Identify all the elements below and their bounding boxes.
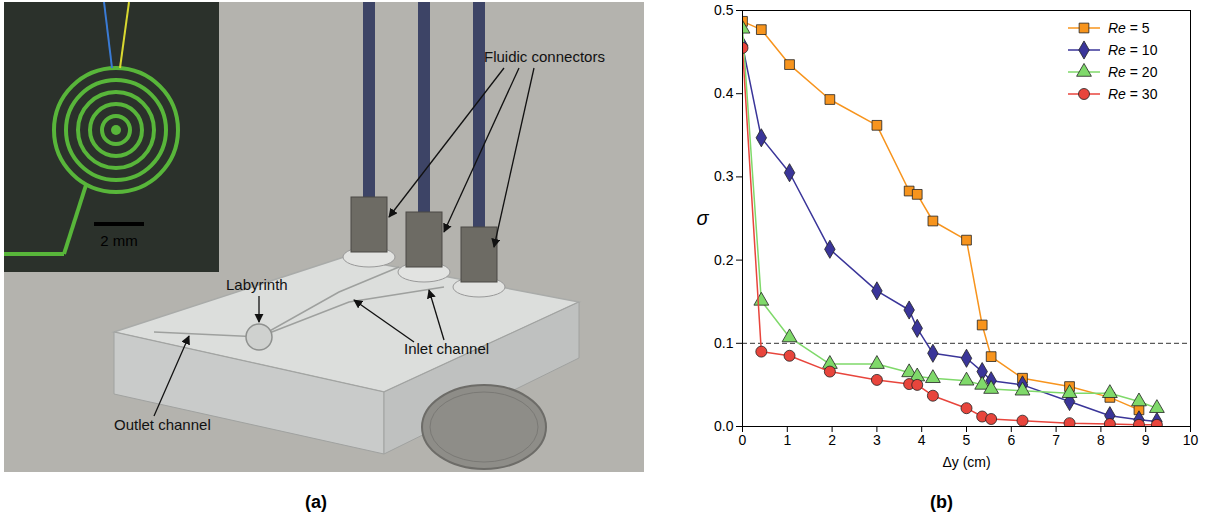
html-text:(b): (b)	[930, 492, 953, 512]
svg-text:2: 2	[828, 432, 836, 448]
svg-text:σ: σ	[697, 207, 710, 229]
svg-text:4: 4	[918, 432, 926, 448]
svg-text:Labyrinth: Labyrinth	[226, 276, 288, 293]
svg-text:0.4: 0.4	[714, 85, 734, 101]
svg-text:Re = 10: Re = 10	[1108, 42, 1158, 58]
html-text:(a): (a)	[305, 492, 327, 512]
svg-text:0: 0	[739, 432, 747, 448]
svg-text:0.3: 0.3	[714, 168, 734, 184]
svg-text:0.5: 0.5	[714, 2, 734, 18]
svg-text:6: 6	[1007, 432, 1015, 448]
svg-text:Re = 5: Re = 5	[1108, 20, 1150, 36]
svg-text:10: 10	[1183, 432, 1199, 448]
svg-text:0.1: 0.1	[714, 335, 734, 351]
svg-text:7: 7	[1052, 432, 1060, 448]
svg-text:Outlet channel: Outlet channel	[114, 416, 211, 433]
svg-text:5: 5	[963, 432, 971, 448]
svg-text:Re = 20: Re = 20	[1108, 64, 1158, 80]
svg-text:2 mm: 2 mm	[100, 232, 138, 249]
svg-text:9: 9	[1142, 432, 1150, 448]
svg-text:8: 8	[1097, 432, 1105, 448]
svg-text:3: 3	[873, 432, 881, 448]
svg-text:Fluidic connectors: Fluidic connectors	[484, 48, 605, 65]
svg-text:Re = 30: Re = 30	[1108, 86, 1158, 102]
svg-text:1: 1	[783, 432, 791, 448]
svg-text:Δy (cm): Δy (cm)	[942, 454, 990, 470]
svg-text:0.0: 0.0	[714, 418, 734, 434]
svg-text:0.2: 0.2	[714, 252, 734, 268]
svg-text:Inlet channel: Inlet channel	[404, 340, 489, 357]
